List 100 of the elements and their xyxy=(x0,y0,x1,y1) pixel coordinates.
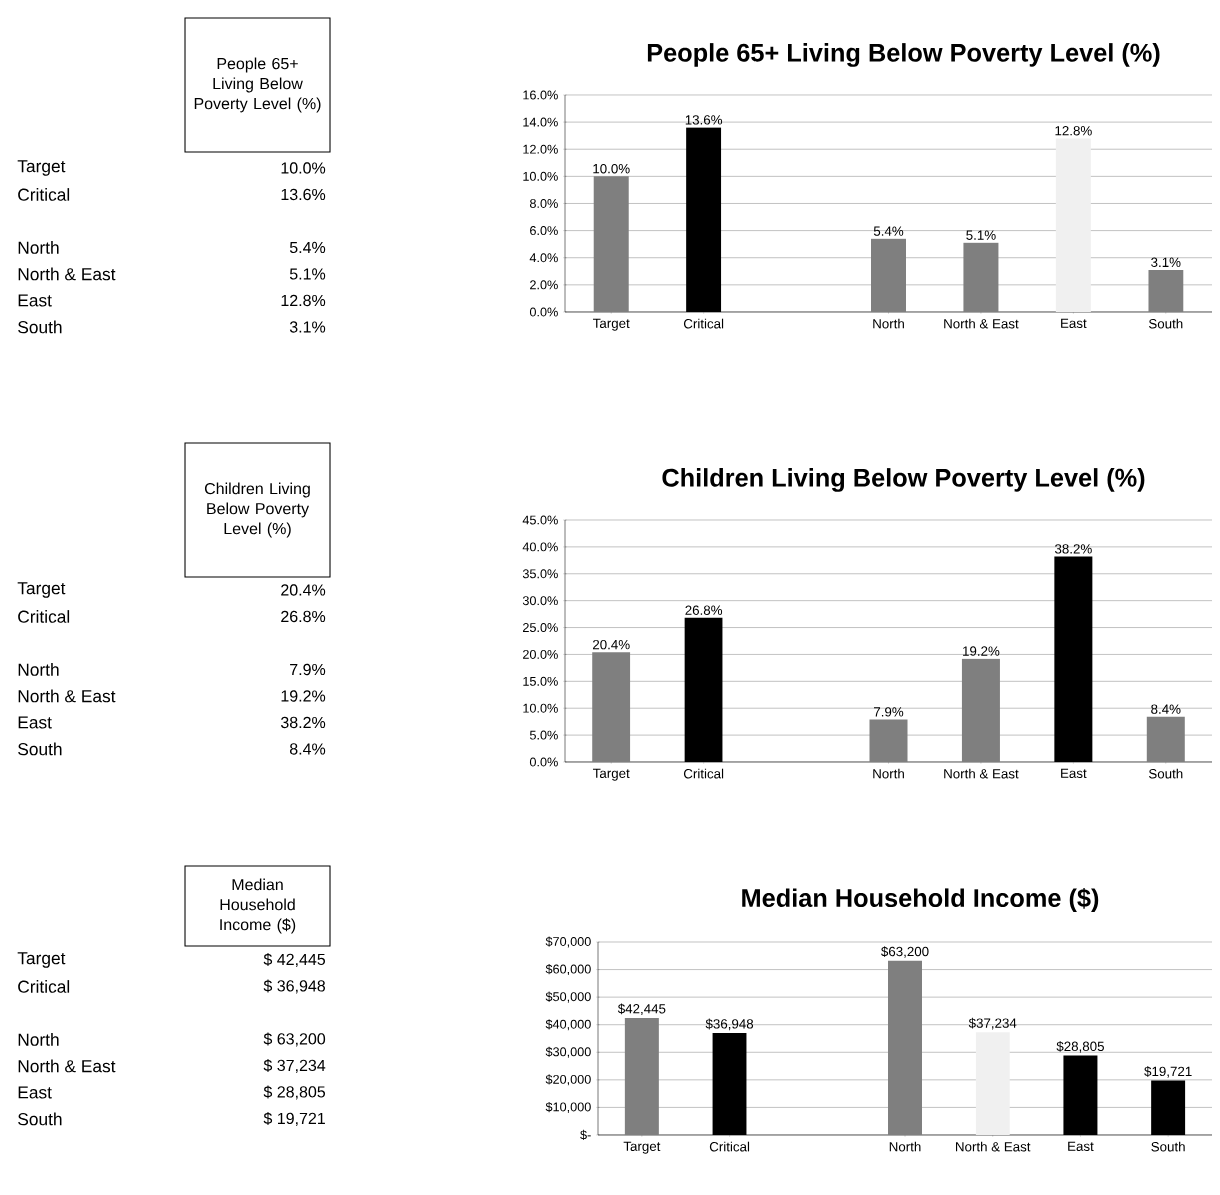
x-tick-label: North xyxy=(889,1141,921,1152)
text: 5.4% xyxy=(289,241,326,254)
y-tick-label: $- xyxy=(580,1129,591,1141)
text: 26.8% xyxy=(281,610,326,623)
x-tick-label: North & East xyxy=(944,768,1019,779)
category-label: North xyxy=(18,1033,59,1046)
x-tick-label: North & East xyxy=(956,1141,1031,1152)
chart-title: People 65+ Living Below Poverty Level (%) xyxy=(647,43,1160,67)
bar xyxy=(975,1032,1010,1135)
x-tick-label: East xyxy=(1061,318,1087,328)
category-label: East xyxy=(18,1086,52,1099)
data-label: $42,445 xyxy=(617,1003,666,1016)
text: 8.4% xyxy=(289,743,326,755)
data-label: 12.8% xyxy=(1055,126,1092,136)
y-tick-label: $60,000 xyxy=(545,964,591,976)
text: $ 36,948 xyxy=(263,979,326,994)
y-tick-label: 20.0% xyxy=(523,649,558,659)
text: 5.1% xyxy=(289,268,326,280)
text: 7.9% xyxy=(290,663,326,676)
y-tick-label: 14.0% xyxy=(523,117,558,127)
text: 10.0% xyxy=(281,162,326,174)
y-tick-label: $30,000 xyxy=(545,1046,591,1058)
x-tick-label: North xyxy=(873,768,904,779)
y-tick-label: 25.0% xyxy=(523,623,558,633)
x-tick-label: South xyxy=(1148,318,1183,329)
bar xyxy=(1055,138,1091,312)
category-label: Target xyxy=(17,582,66,598)
category-label: South xyxy=(18,742,62,756)
y-tick-label: 2.0% xyxy=(530,280,558,290)
x-tick-label: Target xyxy=(623,1141,661,1154)
category-label: Target xyxy=(17,160,66,176)
y-tick-label: $10,000 xyxy=(545,1101,591,1113)
data-label: $28,805 xyxy=(1056,1041,1104,1053)
y-tick-label: 8.0% xyxy=(529,199,558,208)
chart-title: Median Household Income ($) xyxy=(742,887,1099,912)
text: $ 63,200 xyxy=(263,1032,326,1047)
text: People 65+ Living Below Poverty Level (%) xyxy=(194,57,321,113)
y-tick-label: $40,000 xyxy=(545,1019,591,1031)
y-tick-label: 10.0% xyxy=(523,171,558,181)
data-label: 26.8% xyxy=(685,605,723,615)
y-tick-label: 35.0% xyxy=(522,569,558,579)
x-tick-label: North & East xyxy=(944,318,1019,329)
y-tick-label: 45.0% xyxy=(522,515,558,525)
text: $ 37,234 xyxy=(263,1059,326,1073)
x-tick-label: East xyxy=(1068,1141,1094,1151)
y-tick-label: 5.0% xyxy=(529,730,558,740)
x-tick-label: North xyxy=(873,318,904,329)
text: 13.6% xyxy=(281,188,326,201)
y-tick-label: 0.0% xyxy=(529,757,558,767)
x-tick-label: South xyxy=(1151,1141,1185,1152)
data-label: 5.1% xyxy=(966,230,996,240)
text: $ 19,721 xyxy=(263,1112,325,1126)
y-tick-label: 12.0% xyxy=(523,144,558,154)
chart-title: Children Living Below Poverty Level (%) xyxy=(662,468,1145,492)
y-tick-label: $70,000 xyxy=(545,936,591,948)
y-tick-label: 16.0% xyxy=(523,90,558,100)
y-tick-label: 40.0% xyxy=(522,542,558,552)
data-label: 13.6% xyxy=(685,115,723,125)
text: 20.4% xyxy=(281,584,326,596)
category-label: Target xyxy=(17,952,66,968)
category-label: South xyxy=(18,1112,62,1126)
y-tick-label: 6.0% xyxy=(530,226,558,236)
text: $ 28,805 xyxy=(263,1085,326,1100)
data-label: 20.4% xyxy=(592,639,630,650)
y-tick-label: 4.0% xyxy=(529,253,558,263)
category-label: North xyxy=(18,241,59,254)
data-label: 8.4% xyxy=(1151,704,1181,714)
data-label: $37,234 xyxy=(968,1017,1017,1030)
category-label: Critical xyxy=(18,980,70,993)
data-label: 5.4% xyxy=(873,226,904,236)
text: 38.2% xyxy=(280,716,326,729)
data-label: $63,200 xyxy=(881,946,929,958)
data-label: 19.2% xyxy=(963,646,1000,656)
x-tick-label: South xyxy=(1148,768,1183,779)
category-label: East xyxy=(18,716,52,729)
y-tick-label: $20,000 xyxy=(545,1074,591,1086)
category-label: Critical xyxy=(18,610,70,623)
text: Children Living Below Poverty Level (%) xyxy=(204,482,310,538)
x-tick-label: Critical xyxy=(683,768,724,779)
data-label: $36,948 xyxy=(705,1018,754,1031)
category-label: North & East xyxy=(18,1059,116,1073)
x-tick-label: Target xyxy=(592,768,630,781)
data-label: 38.2% xyxy=(1054,544,1092,554)
y-tick-label: 10.0% xyxy=(523,703,558,713)
text: $ 42,445 xyxy=(263,953,326,967)
y-tick-label: 0.0% xyxy=(529,307,558,317)
y-tick-label: 30.0% xyxy=(522,596,558,606)
category-label: North xyxy=(18,663,59,676)
text: Median Household Income ($) xyxy=(220,878,296,934)
data-label: 3.1% xyxy=(1151,257,1181,267)
data-label: 7.9% xyxy=(874,707,904,717)
text: 19.2% xyxy=(281,690,326,702)
x-tick-label: Target xyxy=(592,318,630,331)
x-tick-label: Critical xyxy=(683,318,724,329)
x-tick-label: Critical xyxy=(709,1141,750,1152)
category-label: North & East xyxy=(18,267,116,281)
text: 3.1% xyxy=(289,321,326,333)
category-label: North & East xyxy=(18,689,116,703)
y-tick-label: 15.0% xyxy=(523,676,558,686)
category-label: Critical xyxy=(18,188,70,201)
